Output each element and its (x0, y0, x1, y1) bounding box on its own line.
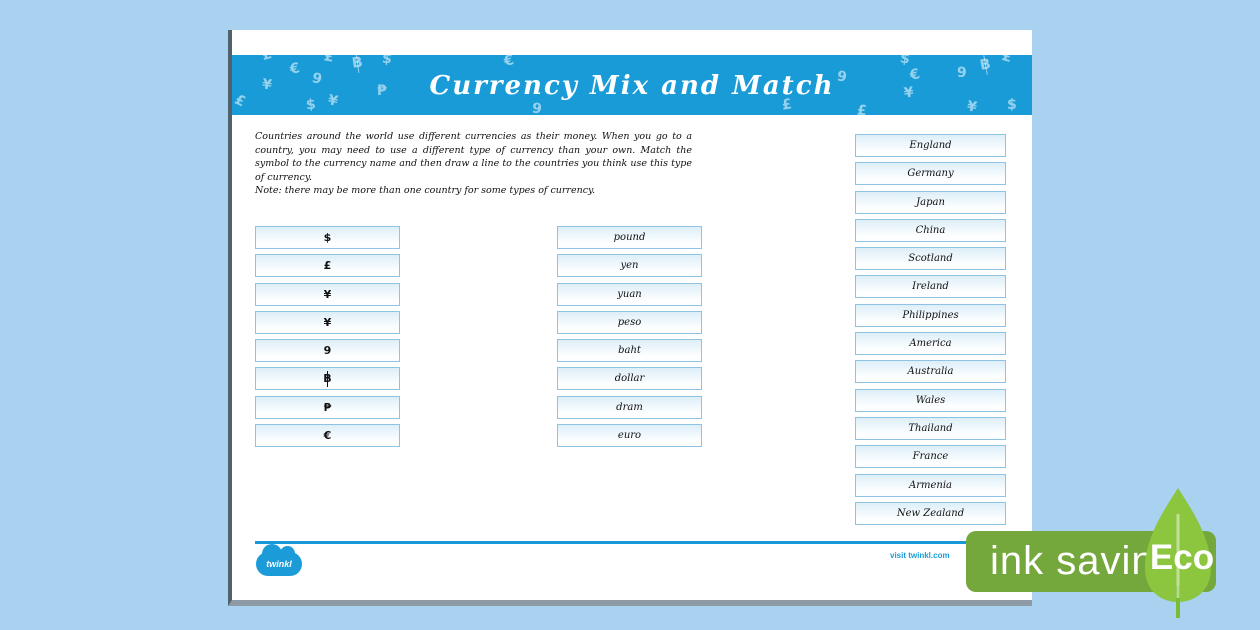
currency-name-box[interactable]: dollar (557, 367, 702, 391)
country-box-label: Germany (907, 168, 954, 180)
currency-name-box-label: dram (616, 401, 643, 413)
instructions-note: Note: there may be more than one country… (255, 185, 596, 196)
country-box-label: Australia (907, 366, 954, 378)
visit-link-text: visit twinkl.com (890, 551, 950, 560)
symbol-box-label: £ (323, 259, 332, 273)
country-box[interactable]: Armenia (855, 473, 1006, 497)
eco-label: Eco (1149, 538, 1215, 577)
currency-symbol-decoration: ₱ (377, 83, 387, 99)
symbol-box-label: ₱ (323, 400, 332, 414)
country-box-label: Scotland (908, 253, 953, 265)
country-box[interactable]: Thailand (855, 416, 1006, 440)
currency-name-box[interactable]: peso (557, 310, 702, 334)
symbol-box[interactable]: ¥ (255, 310, 400, 334)
country-box[interactable]: Japan (855, 190, 1006, 214)
symbol-box-label: 9 (323, 344, 332, 358)
twinkl-logo-text: twinkl (266, 559, 292, 569)
symbol-box[interactable]: ₱ (255, 395, 400, 419)
country-box[interactable]: Ireland (855, 275, 1006, 299)
currency-name-box-label: peso (617, 316, 642, 328)
country-column: England Germany Japan China Scotland Ireland P… (855, 134, 1006, 530)
symbol-box[interactable]: € (255, 424, 400, 448)
instructions-block: Countries around the world use different… (255, 130, 692, 198)
currency-name-box[interactable]: baht (557, 339, 702, 363)
currency-symbol-decoration: $ (1007, 97, 1017, 113)
country-box-label: Thailand (908, 422, 953, 434)
symbol-box[interactable]: B (255, 367, 400, 391)
page-title: Currency Mix and Match (429, 71, 835, 101)
country-box-label: Ireland (912, 281, 949, 293)
country-box[interactable]: America (855, 332, 1006, 356)
country-box[interactable]: Germany (855, 162, 1006, 186)
country-box[interactable]: England (855, 134, 1006, 157)
country-box-label: Philippines (902, 309, 959, 321)
currency-name-box[interactable]: yuan (557, 282, 702, 306)
symbol-box-label: B (323, 370, 332, 388)
currency-name-box-label: yen (620, 260, 639, 272)
symbol-box[interactable]: ¥ (255, 282, 400, 306)
symbol-column: $ £ ¥ ¥9 B ₱ € (255, 226, 400, 452)
currency-name-box-label: baht (618, 345, 641, 357)
footer-divider (255, 541, 1007, 544)
country-box-label: Japan (916, 196, 945, 208)
currency-symbol-decoration: 9 (957, 65, 967, 81)
currency-name-box-label: pound (613, 232, 646, 243)
country-box-label: Armenia (908, 479, 952, 491)
country-box[interactable]: New Zealand (855, 501, 1006, 525)
country-box[interactable]: Philippines (855, 303, 1006, 327)
currency-name-box[interactable]: dram (557, 395, 702, 419)
currency-name-box-label: yuan (617, 288, 642, 300)
title-banner: £ ¥ £ €9 £ B ¥ $ ₱ $ €9 £9 $ ¥ € B £9 ¥ $ £ Currency Mix an… (232, 55, 1032, 115)
country-box[interactable]: Scotland (855, 247, 1006, 271)
twinkl-logo: twinkl (256, 544, 302, 576)
currency-name-box-label: dollar (614, 373, 645, 385)
currency-name-box[interactable]: yen (557, 254, 702, 278)
symbol-box-label: ¥ (323, 287, 332, 301)
country-box-label: New Zealand (896, 507, 965, 519)
worksheet-page: £ ¥ £ €9 £ B ¥ $ ₱ $ €9 £9 $ ¥ € B £9 ¥ $ £ Currency Mix an… (228, 30, 1032, 606)
eco-leaf-icon (1145, 488, 1211, 618)
country-box[interactable]: France (855, 445, 1006, 469)
country-box-label: Wales (915, 394, 946, 406)
country-box[interactable]: Australia (855, 360, 1006, 384)
symbol-box-label: ¥ (323, 315, 332, 329)
symbol-box[interactable]: £ (255, 254, 400, 278)
country-box-label: America (909, 338, 952, 350)
instructions-text: Countries around the world use different… (255, 131, 692, 183)
currency-name-box[interactable]: euro (557, 424, 702, 448)
country-box-label: China (915, 224, 946, 236)
currency-name-column: pound yen yuan peso baht dollar dram euro (557, 226, 702, 452)
symbol-box[interactable]: $ (255, 226, 400, 249)
symbol-box-label: $ (323, 231, 332, 244)
currency-name-box[interactable]: pound (557, 226, 702, 249)
currency-name-box-label: euro (617, 430, 642, 442)
country-box-label: France (912, 451, 949, 463)
symbol-box[interactable]: 9 (255, 339, 400, 363)
country-box-label: England (909, 140, 952, 151)
country-box[interactable]: China (855, 218, 1006, 242)
symbol-box-label: € (323, 429, 332, 443)
country-box[interactable]: Wales (855, 388, 1006, 412)
